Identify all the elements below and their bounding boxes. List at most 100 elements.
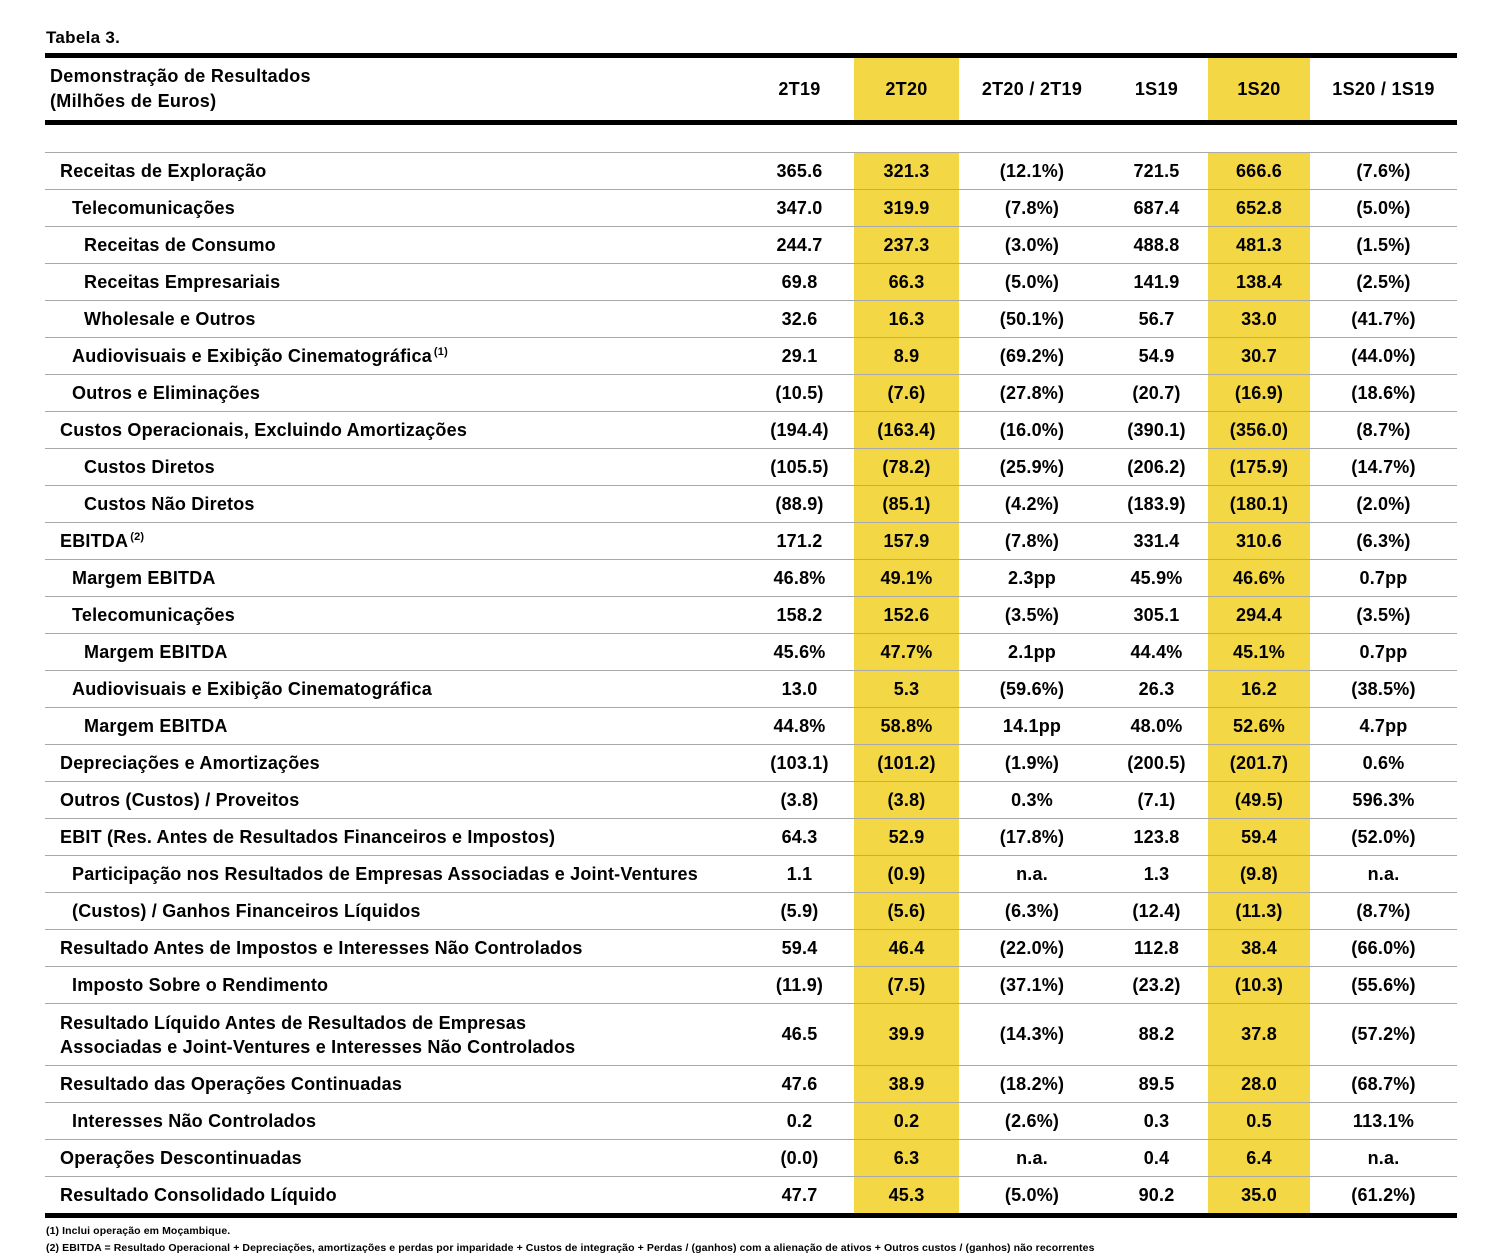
row-label-text-line2: Associadas e Joint-Ventures e Interesses… xyxy=(60,1036,576,1057)
cell-value: 64.3 xyxy=(781,826,818,847)
row-label-text: Audiovisuais e Exibição Cinematográfica xyxy=(72,679,432,699)
row-label-text: Receitas de Exploração xyxy=(60,161,267,181)
cell-value: (1.9%) xyxy=(1004,752,1060,773)
row-label-text: Receitas Empresariais xyxy=(84,272,281,292)
row-label-text: EBIT (Res. Antes de Resultados Financeir… xyxy=(60,827,556,847)
cell-value: 0.2 xyxy=(786,1110,813,1131)
cell-value: 0.3 xyxy=(1143,1110,1170,1131)
row-label: Resultado Consolidado Líquido xyxy=(45,1177,745,1213)
row-label: Outros e Eliminações xyxy=(45,375,745,411)
column-header-1s20: 1S20 xyxy=(1208,58,1310,120)
cell-value: n.a. xyxy=(1367,863,1400,884)
table-row: Receitas Empresariais 69.8 66.3 (5.0%) 141.9… xyxy=(45,264,1457,301)
page-title: Tabela 3. xyxy=(46,28,121,47)
table-row: Margem EBITDA 44.8% 58.8% 14.1pp 48.0% 52.6% 4… xyxy=(45,708,1457,745)
cell-value: 158.2 xyxy=(776,604,823,625)
cell-value: 481.3 xyxy=(1208,227,1310,263)
row-label: Wholesale e Outros xyxy=(45,301,745,337)
row-label: Resultado das Operações Continuadas xyxy=(45,1066,745,1102)
cell-value: 46.5 xyxy=(781,1024,818,1044)
cell-value: 56.7 xyxy=(1138,308,1175,329)
cell-value: 45.1% xyxy=(1208,634,1310,670)
cell-value: (5.9) xyxy=(780,900,819,921)
cell-value: 305.1 xyxy=(1133,604,1180,625)
row-label: EBITDA (2) xyxy=(45,523,745,559)
table-row: Resultado das Operações Continuadas 47.6 3… xyxy=(45,1066,1457,1103)
cell-value: 16.2 xyxy=(1208,671,1310,707)
income-statement-table: Demonstração de Resultados (Milhões de E… xyxy=(45,53,1457,1218)
table-row: Wholesale e Outros 32.6 16.3 (50.1%) 56.7 33.… xyxy=(45,301,1457,338)
cell-value: 88.2 xyxy=(1138,1024,1175,1044)
cell-value: 4.7pp xyxy=(1359,715,1408,736)
row-label-text: Wholesale e Outros xyxy=(84,309,256,329)
cell-value: (7.8%) xyxy=(1004,530,1060,551)
row-label-text: Participação nos Resultados de Empresas … xyxy=(72,864,698,884)
row-label-text: Telecomunicações xyxy=(72,198,235,218)
cell-value: (194.4) xyxy=(770,419,829,440)
cell-value: 0.4 xyxy=(1143,1147,1170,1168)
row-label-text: Interesses Não Controlados xyxy=(72,1111,317,1131)
cell-value: (23.2) xyxy=(1132,974,1181,995)
cell-value: (175.9) xyxy=(1208,449,1310,485)
cell-value: 319.9 xyxy=(854,190,959,226)
row-label-text: (Custos) / Ganhos Financeiros Líquidos xyxy=(72,901,421,921)
row-label: Resultado Líquido Antes de Resultados de… xyxy=(45,1004,745,1065)
table-row: Telecomunicações 158.2 152.6 (3.5%) 305.1 294… xyxy=(45,597,1457,634)
cell-value: 47.6 xyxy=(781,1073,818,1094)
cell-value: 39.9 xyxy=(854,1004,959,1065)
cell-value: 365.6 xyxy=(776,160,823,181)
cell-value: 1.3 xyxy=(1143,863,1170,884)
footnote-1: (1) Inclui operação em Moçambique. xyxy=(46,1225,231,1237)
cell-value: 152.6 xyxy=(854,597,959,633)
cell-value: 89.5 xyxy=(1138,1073,1175,1094)
row-label: Participação nos Resultados de Empresas … xyxy=(45,856,745,892)
table-row: Custos Diretos (105.5) (78.2) (25.9%) (206.2… xyxy=(45,449,1457,486)
footnote-reference: (1) xyxy=(433,346,448,358)
row-label: Custos Não Diretos xyxy=(45,486,745,522)
table-header-row: Demonstração de Resultados (Milhões de E… xyxy=(45,53,1457,125)
cell-value: 28.0 xyxy=(1208,1066,1310,1102)
cell-value: (16.9) xyxy=(1208,375,1310,411)
cell-value: 5.3 xyxy=(854,671,959,707)
cell-value: 2.3pp xyxy=(1007,567,1056,588)
cell-value: (7.1) xyxy=(1137,789,1176,810)
cell-value: (0.0) xyxy=(780,1147,819,1168)
row-label: Telecomunicações xyxy=(45,190,745,226)
cell-value: 331.4 xyxy=(1133,530,1180,551)
cell-value: (25.9%) xyxy=(999,456,1065,477)
cell-value: (2.0%) xyxy=(1356,493,1411,514)
table-row: Outros e Eliminações (10.5) (7.6) (27.8%) (2… xyxy=(45,375,1457,412)
cell-value: 30.7 xyxy=(1208,338,1310,374)
cell-value: (68.7%) xyxy=(1351,1073,1416,1094)
row-label: Receitas de Exploração xyxy=(45,153,745,189)
cell-value: (6.3%) xyxy=(1356,530,1411,551)
table-row: Outros (Custos) / Proveitos (3.8) (3.8) 0.3… xyxy=(45,782,1457,819)
cell-value: (18.2%) xyxy=(999,1073,1065,1094)
table-row: Resultado Antes de Impostos e Interesses… xyxy=(45,930,1457,967)
row-label-text: Resultado Antes de Impostos e Interesses… xyxy=(60,938,583,958)
row-label: Audiovisuais e Exibição Cinematográfica(… xyxy=(45,338,745,374)
cell-value: (52.0%) xyxy=(1351,826,1416,847)
cell-value: 171.2 xyxy=(776,530,823,551)
cell-value: (101.2) xyxy=(854,745,959,781)
cell-value: 49.1% xyxy=(854,560,959,596)
table-row: Participação nos Resultados de Empresas … xyxy=(45,856,1457,893)
cell-value: n.a. xyxy=(1016,1147,1048,1168)
cell-value: (59.6%) xyxy=(999,678,1065,699)
cell-value: (7.6) xyxy=(854,375,959,411)
row-label-text: Imposto Sobre o Rendimento xyxy=(72,975,329,995)
table-row: Margem EBITDA 45.6% 47.7% 2.1pp 44.4% 45.1% 0.… xyxy=(45,634,1457,671)
table-row: Custos Não Diretos (88.9) (85.1) (4.2%) (183… xyxy=(45,486,1457,523)
cell-value: (3.5%) xyxy=(1004,604,1060,625)
footnotes: (1) Inclui operação em Moçambique. (2) E… xyxy=(45,1223,1457,1257)
row-label: Depreciações e Amortizações xyxy=(45,745,745,781)
table-row: EBIT (Res. Antes de Resultados Financeir… xyxy=(45,819,1457,856)
cell-value: 47.7 xyxy=(781,1184,818,1205)
row-label: Telecomunicações xyxy=(45,597,745,633)
cell-value: (5.6) xyxy=(854,893,959,929)
footnote-reference: (2) xyxy=(130,531,145,543)
cell-value: (9.8) xyxy=(1208,856,1310,892)
cell-value: 38.9 xyxy=(854,1066,959,1102)
cell-value: (37.1%) xyxy=(999,974,1065,995)
column-header-1s19: 1S19 xyxy=(1134,78,1179,99)
